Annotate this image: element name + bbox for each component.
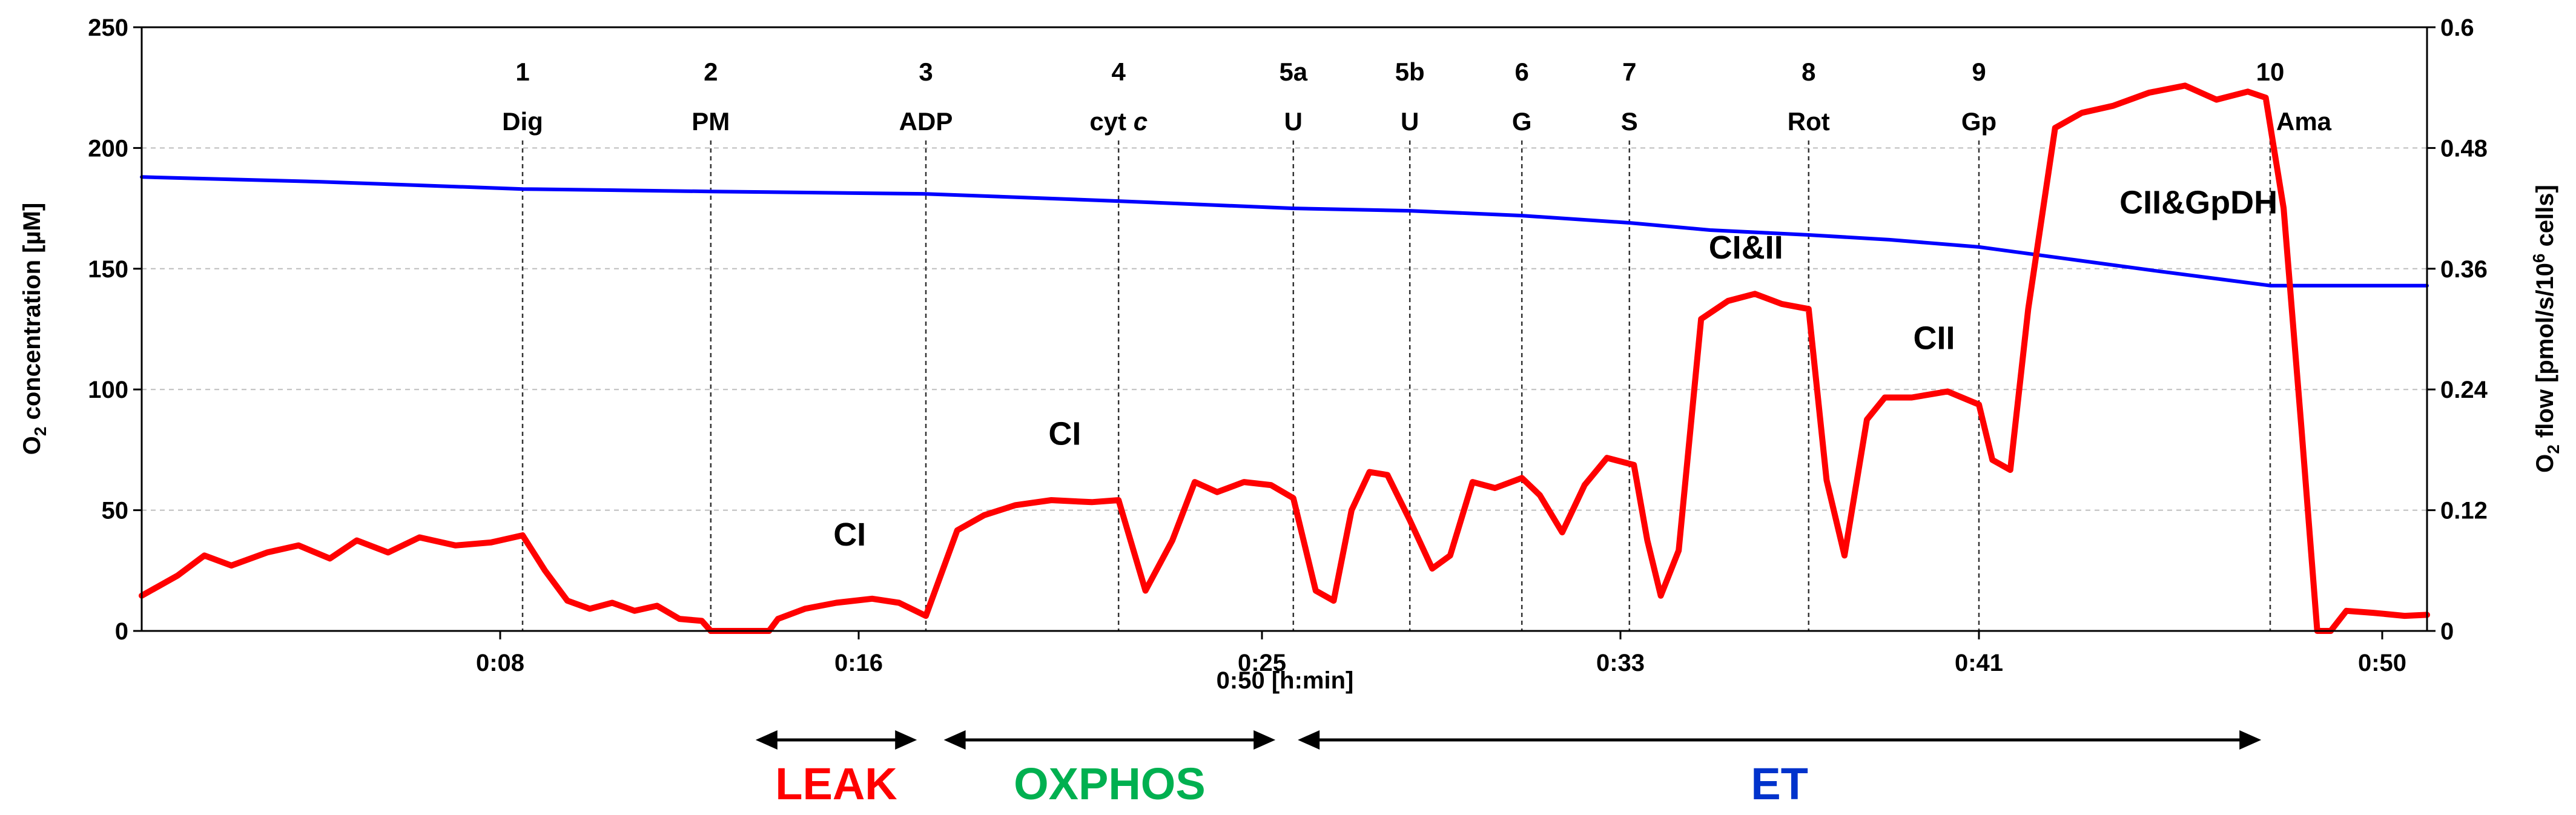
x-axis-title: 0:50 [h:min] [1217,667,1354,694]
event-number: 6 [1515,58,1529,86]
event-label: cyt c [1089,107,1148,136]
y-left-tick-label: 50 [102,498,129,524]
event-label-italic: c [1134,107,1148,136]
y-right-tick-label: 0.6 [2440,15,2474,41]
event-layer: 1 Dig 2 PM 3 ADP 4 cyt c 5a U 5b U 6 G 7 S 8 Rot 9 Gp 10 Ama [502,58,2332,631]
x-tick-label: 0:25 [1238,650,1286,676]
event-label: Ama [2276,107,2332,136]
series-layer [139,82,2430,634]
y-left-tick-label: 200 [88,135,128,162]
o2-concentration-line [140,175,2429,288]
event-label-text: cyt [1089,107,1133,136]
phase-arrow-head [1253,730,1276,750]
y-right-tick-label: 0.12 [2440,498,2488,524]
x-tick-label: 0:16 [834,650,883,676]
phase-label: ET [1751,759,1808,809]
event-label: Gp [1961,107,1996,136]
phase-label: LEAK [775,759,897,809]
phase-arrow-head [943,730,966,750]
event-label: PM [692,107,730,136]
y-left-tick-label: 0 [115,618,128,645]
x-tick-label: 0:08 [476,650,524,676]
phase-arrow-head [755,730,778,750]
y-left-tick-label: 250 [88,15,128,41]
o2-flow-line [139,82,2430,634]
y-right-tick-label: 0.24 [2440,377,2488,403]
event-number: 8 [1802,58,1815,86]
event-label-text: ADP [899,107,953,136]
event-label: U [1284,107,1303,136]
event-number: 5b [1395,58,1425,86]
event-label-text: Rot [1788,107,1830,136]
state-annotation: CI&II [1709,229,1783,266]
y-right-axis-title: O2 flow [pmol/s/106 cells] [2529,185,2563,473]
event-number: 7 [1622,58,1636,86]
y-right-tick-label: 0.36 [2440,256,2488,283]
y-right-tick-label: 0 [2440,618,2454,645]
y-right-tick-label: 0.48 [2440,135,2488,162]
phase-label: OXPHOS [1014,759,1206,809]
phase-layer: LEAK OXPHOS ET [755,730,2262,809]
x-tick-label: 0:33 [1596,650,1645,676]
y-left-tick-label: 150 [88,256,128,283]
event-number: 2 [704,58,718,86]
event-label: U [1401,107,1419,136]
y-left-tick-label: 100 [88,377,128,403]
event-number: 5a [1279,58,1307,86]
event-label-text: Ama [2276,107,2332,136]
event-label: ADP [899,107,953,136]
event-number: 3 [919,58,933,86]
event-label-text: G [1512,107,1532,136]
event-label-text: Dig [502,107,543,136]
y-left-axis-title: O2 concentration [µM] [19,203,50,455]
axis-layer: 0 0 50 0.12 100 0.24 150 0.36 200 0.48 250 0.6 0:08 0… [88,15,2488,676]
x-tick-label: 0:50 [2358,650,2406,676]
event-label-text: S [1621,107,1638,136]
plot-frame [140,26,2428,632]
event-number: 4 [1112,58,1126,86]
event-label-text: U [1284,107,1303,136]
phase-arrow-head [1298,730,1320,750]
phase-arrow-head [2239,730,2262,750]
state-annotation: CII&GpDH [2119,184,2277,220]
event-number: 10 [2256,58,2285,86]
event-label: S [1621,107,1638,136]
event-label-text: U [1401,107,1419,136]
event-label: Rot [1788,107,1830,136]
state-annotation: CI [833,516,866,553]
x-tick-label: 0:41 [1955,650,2003,676]
event-number: 9 [1972,58,1986,86]
event-label: Dig [502,107,543,136]
state-annotation: CII [1913,320,1955,357]
event-label: G [1512,107,1532,136]
event-number: 1 [515,58,529,86]
event-label-text: PM [692,107,730,136]
event-label-text: Gp [1961,107,1996,136]
phase-arrow-head [895,730,917,750]
annotation-layer: CI CI CI&II CII CII&GpDH [833,184,2277,552]
state-annotation: CI [1048,416,1081,452]
